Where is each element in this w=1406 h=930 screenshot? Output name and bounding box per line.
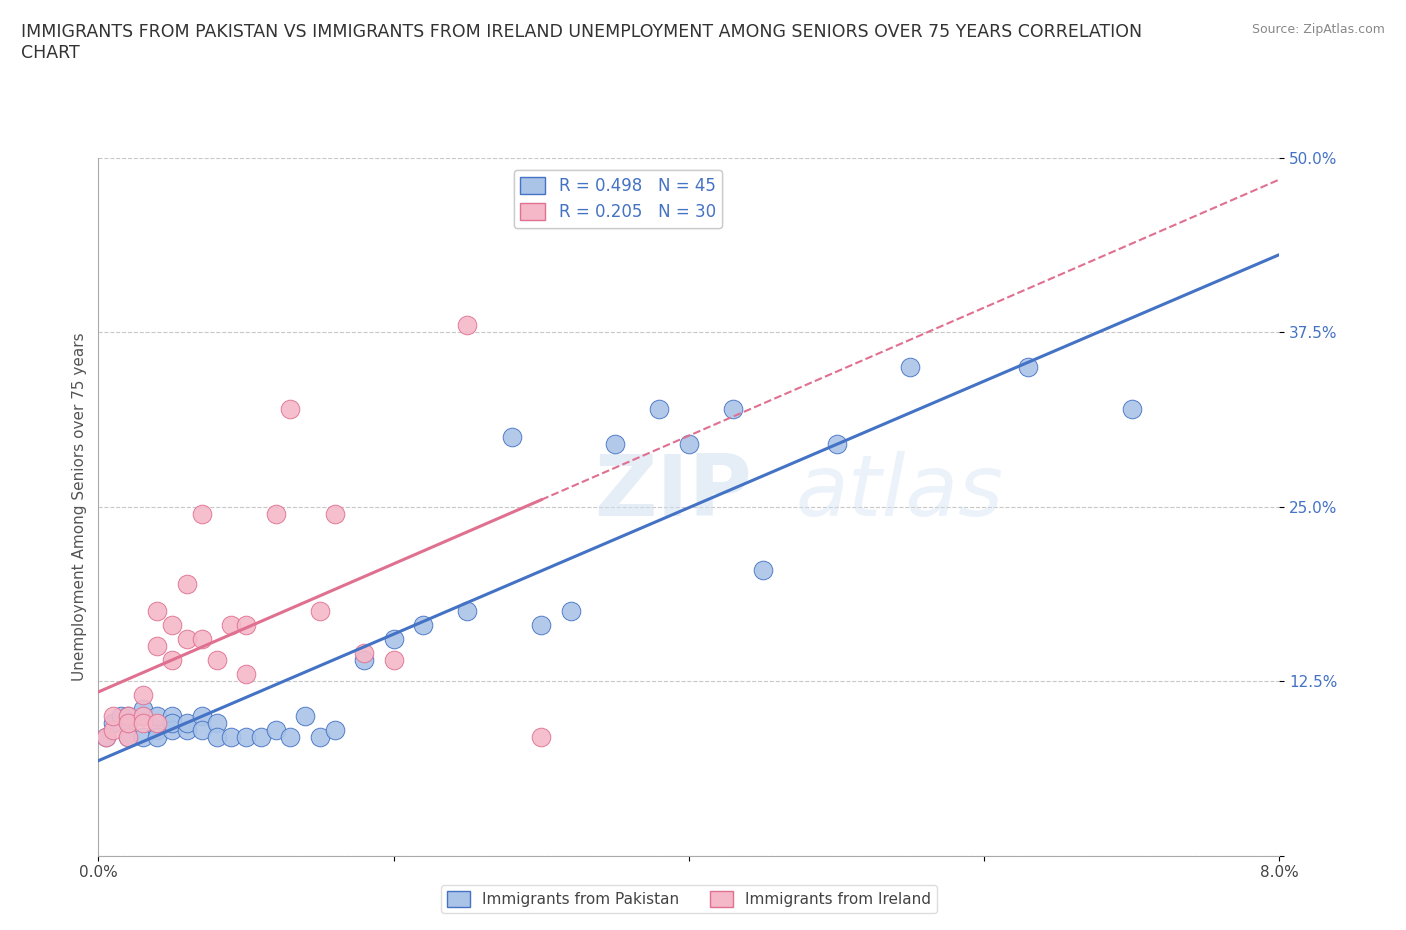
Point xyxy=(648,402,671,417)
Point xyxy=(721,402,744,417)
Point xyxy=(530,618,553,633)
Point xyxy=(382,632,405,647)
Point xyxy=(825,437,848,452)
Point xyxy=(1121,402,1143,417)
Text: atlas: atlas xyxy=(796,451,1004,535)
Point xyxy=(117,729,139,744)
Point xyxy=(323,723,346,737)
Point xyxy=(132,709,155,724)
Point xyxy=(235,667,257,682)
Point xyxy=(117,716,139,731)
Legend: Immigrants from Pakistan, Immigrants from Ireland: Immigrants from Pakistan, Immigrants fro… xyxy=(441,884,936,913)
Point xyxy=(308,729,332,744)
Point xyxy=(132,716,155,731)
Point xyxy=(146,716,169,731)
Point xyxy=(353,646,375,661)
Point xyxy=(235,729,257,744)
Point xyxy=(146,729,169,744)
Point xyxy=(1017,360,1039,375)
Point xyxy=(560,604,582,619)
Point xyxy=(751,562,773,577)
Point xyxy=(219,729,242,744)
Point xyxy=(94,729,117,744)
Point xyxy=(412,618,434,633)
Point xyxy=(117,709,139,724)
Point xyxy=(162,709,183,724)
Point xyxy=(323,506,346,521)
Point xyxy=(501,430,523,445)
Point xyxy=(162,618,183,633)
Point xyxy=(456,604,478,619)
Point xyxy=(191,709,214,724)
Point xyxy=(898,360,921,375)
Point xyxy=(456,318,478,333)
Point xyxy=(103,709,124,724)
Point xyxy=(162,723,183,737)
Point xyxy=(678,437,700,452)
Point xyxy=(176,716,198,731)
Point xyxy=(176,632,198,647)
Point xyxy=(264,506,287,521)
Point xyxy=(132,709,155,724)
Point xyxy=(132,688,155,703)
Point xyxy=(117,716,139,731)
Point xyxy=(146,709,169,724)
Point xyxy=(278,729,301,744)
Point xyxy=(103,723,124,737)
Point xyxy=(94,729,117,744)
Point xyxy=(176,576,198,591)
Point xyxy=(264,723,287,737)
Point xyxy=(205,716,228,731)
Point xyxy=(205,653,228,668)
Text: ZIP: ZIP xyxy=(595,451,752,535)
Point xyxy=(235,618,257,633)
Point xyxy=(605,437,627,452)
Point xyxy=(191,723,214,737)
Point xyxy=(530,729,553,744)
Point xyxy=(191,632,214,647)
Point xyxy=(132,729,155,744)
Point xyxy=(294,709,316,724)
Text: IMMIGRANTS FROM PAKISTAN VS IMMIGRANTS FROM IRELAND UNEMPLOYMENT AMONG SENIORS O: IMMIGRANTS FROM PAKISTAN VS IMMIGRANTS F… xyxy=(21,23,1142,62)
Point xyxy=(353,653,375,668)
Legend: R = 0.498   N = 45, R = 0.205   N = 30: R = 0.498 N = 45, R = 0.205 N = 30 xyxy=(513,170,723,228)
Point xyxy=(146,723,169,737)
Point xyxy=(250,729,273,744)
Point xyxy=(278,402,301,417)
Point xyxy=(219,618,242,633)
Point xyxy=(308,604,332,619)
Point xyxy=(132,701,155,716)
Point xyxy=(117,709,139,724)
Point xyxy=(205,729,228,744)
Point xyxy=(382,653,405,668)
Point xyxy=(191,506,214,521)
Point xyxy=(162,716,183,731)
Point xyxy=(176,723,198,737)
Point xyxy=(162,653,183,668)
Point xyxy=(103,716,124,731)
Y-axis label: Unemployment Among Seniors over 75 years: Unemployment Among Seniors over 75 years xyxy=(72,333,87,681)
Point xyxy=(117,729,139,744)
Point xyxy=(146,639,169,654)
Point xyxy=(146,604,169,619)
Point xyxy=(110,709,132,724)
Text: Source: ZipAtlas.com: Source: ZipAtlas.com xyxy=(1251,23,1385,36)
